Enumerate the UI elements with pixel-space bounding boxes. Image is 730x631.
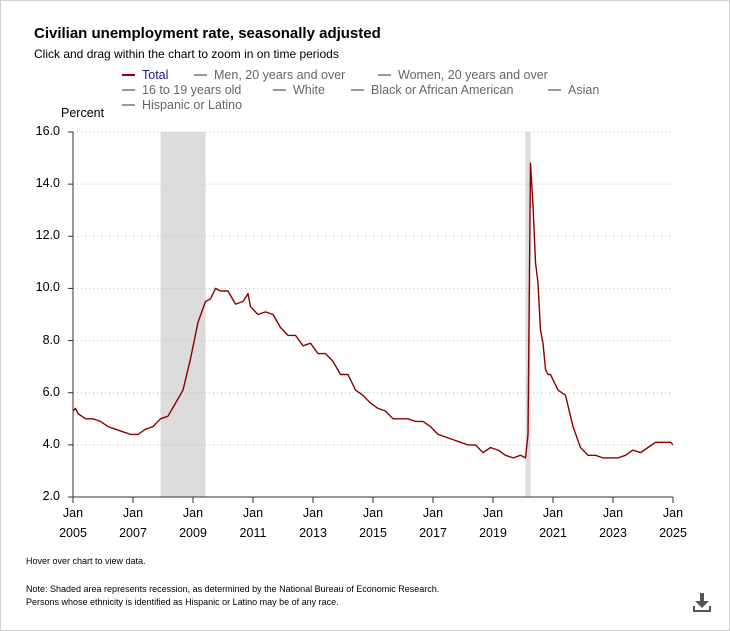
recession-shade: [160, 132, 206, 497]
x-tick-label: Jan 2013: [283, 503, 343, 543]
y-axis-label: Percent: [61, 106, 105, 120]
legend-swatch: [351, 88, 364, 91]
legend-swatch: [194, 73, 207, 76]
x-tick-year: 2013: [299, 526, 327, 540]
x-tick-year: 2017: [419, 526, 447, 540]
y-tick-label: 2.0: [42, 489, 60, 503]
x-tick-year: 2023: [599, 526, 627, 540]
x-tick-month: Jan: [122, 506, 144, 520]
legend-swatch: [273, 88, 286, 91]
x-tick-month: Jan: [62, 506, 84, 520]
legend-item-black-or-african-american[interactable]: Black or African American: [351, 83, 513, 97]
x-tick-label: Jan 2007: [103, 503, 163, 543]
legend-swatch: [548, 88, 561, 91]
x-tick-year: 2025: [659, 526, 687, 540]
legend-item-white[interactable]: White: [273, 83, 325, 97]
legend-item-men-20-years-and-over[interactable]: Men, 20 years and over: [194, 68, 345, 82]
legend-label: Asian: [568, 83, 600, 97]
legend-label: 16 to 19 years old: [142, 83, 242, 97]
legend-label: White: [293, 83, 325, 97]
legend-swatch: [378, 73, 391, 76]
x-tick-year: 2021: [539, 526, 567, 540]
y-tick-label: 12.0: [35, 228, 60, 243]
recession-note: Note: Shaded area represents recession, …: [26, 584, 440, 594]
hispanic-note: Persons whose ethnicity is identified as…: [26, 597, 339, 607]
x-tick-label: Jan 2011: [223, 503, 283, 543]
legend-swatch: [122, 103, 135, 106]
y-tick-label: 8.0: [42, 332, 60, 347]
legend-item-asian[interactable]: Asian: [548, 83, 599, 97]
y-tick-label: 10.0: [35, 280, 60, 295]
recession-shade: [525, 132, 531, 497]
x-tick-label: Jan 2015: [343, 503, 403, 543]
y-tick-label: 14.0: [35, 176, 60, 191]
x-tick-month: Jan: [662, 506, 684, 520]
x-tick-month: Jan: [542, 506, 564, 520]
x-tick-month: Jan: [422, 506, 444, 520]
hover-hint: Hover over chart to view data.: [26, 556, 146, 566]
x-tick-label: Jan 2023: [583, 503, 643, 543]
legend-label: Men, 20 years and over: [214, 68, 346, 82]
y-tick-label: 4.0: [42, 436, 60, 451]
x-tick-year: 2009: [179, 526, 207, 540]
y-tick-label: 16.0: [35, 124, 60, 138]
x-tick-year: 2005: [59, 526, 87, 540]
download-icon[interactable]: [692, 592, 712, 614]
legend-item-women-20-years-and-over[interactable]: Women, 20 years and over: [378, 68, 548, 82]
x-tick-label: Jan 2005: [43, 503, 103, 543]
x-tick-label: Jan 2019: [463, 503, 523, 543]
legend-item-total[interactable]: Total: [122, 68, 168, 82]
x-tick-month: Jan: [602, 506, 624, 520]
x-tick-month: Jan: [302, 506, 324, 520]
legend-label: Hispanic or Latino: [142, 98, 243, 112]
chart-title: Civilian unemployment rate, seasonally a…: [34, 25, 381, 42]
x-tick-month: Jan: [242, 506, 264, 520]
legend-label: Black or African American: [371, 83, 514, 97]
chart-subtitle: Click and drag within the chart to zoom …: [34, 47, 339, 61]
legend-label: Women, 20 years and over: [398, 68, 548, 82]
x-tick-year: 2011: [239, 526, 267, 540]
x-tick-year: 2019: [479, 526, 507, 540]
x-tick-label: Jan 2021: [523, 503, 583, 543]
y-tick-label: 6.0: [42, 384, 60, 399]
series-line-total: [72, 162, 674, 459]
legend-swatch: [122, 88, 135, 91]
legend-item-hispanic-or-latino[interactable]: Hispanic or Latino: [122, 98, 242, 112]
legend-item-16-to-19-years-old[interactable]: 16 to 19 years old: [122, 83, 241, 97]
x-tick-month: Jan: [482, 506, 504, 520]
x-tick-year: 2015: [359, 526, 387, 540]
legend-swatch: [122, 73, 135, 76]
x-tick-label: Jan 2017: [403, 503, 463, 543]
legend-label: Total: [142, 68, 169, 82]
x-tick-year: 2007: [119, 526, 147, 540]
x-tick-label: Jan 2025: [643, 503, 703, 543]
x-tick-month: Jan: [362, 506, 384, 520]
x-tick-month: Jan: [182, 506, 204, 520]
x-tick-label: Jan 2009: [163, 503, 223, 543]
